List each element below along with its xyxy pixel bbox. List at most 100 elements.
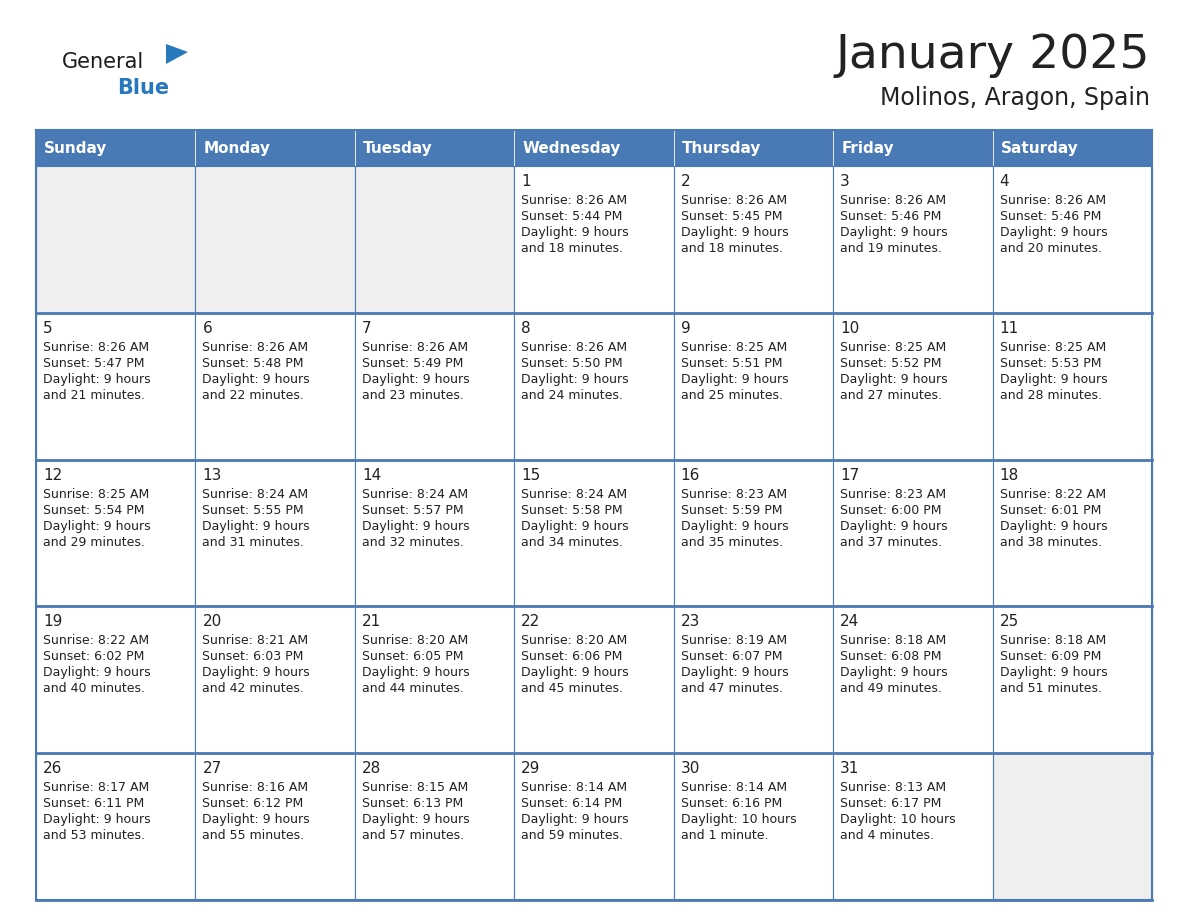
Bar xyxy=(36,460,196,607)
Text: 1: 1 xyxy=(522,174,531,189)
Text: 22: 22 xyxy=(522,614,541,630)
Text: Daylight: 9 hours: Daylight: 9 hours xyxy=(362,520,469,532)
Text: Daylight: 9 hours: Daylight: 9 hours xyxy=(202,373,310,386)
Text: and 18 minutes.: and 18 minutes. xyxy=(681,242,783,255)
Text: Daylight: 9 hours: Daylight: 9 hours xyxy=(43,813,151,826)
Text: Sunset: 6:05 PM: Sunset: 6:05 PM xyxy=(362,650,463,664)
Text: 14: 14 xyxy=(362,467,381,483)
Text: Sunrise: 8:24 AM: Sunrise: 8:24 AM xyxy=(362,487,468,500)
Text: Sunrise: 8:23 AM: Sunrise: 8:23 AM xyxy=(840,487,947,500)
Text: Sunset: 5:59 PM: Sunset: 5:59 PM xyxy=(681,504,782,517)
Text: Sunrise: 8:13 AM: Sunrise: 8:13 AM xyxy=(840,781,947,794)
Text: Daylight: 10 hours: Daylight: 10 hours xyxy=(840,813,956,826)
Text: and 31 minutes.: and 31 minutes. xyxy=(202,535,304,549)
Text: Sunrise: 8:19 AM: Sunrise: 8:19 AM xyxy=(681,634,786,647)
Text: and 18 minutes.: and 18 minutes. xyxy=(522,242,624,255)
Text: and 23 minutes.: and 23 minutes. xyxy=(362,389,463,402)
Bar xyxy=(992,166,1152,313)
Text: Sunset: 6:14 PM: Sunset: 6:14 PM xyxy=(522,797,623,811)
Text: Daylight: 9 hours: Daylight: 9 hours xyxy=(681,373,789,386)
Text: Sunrise: 8:26 AM: Sunrise: 8:26 AM xyxy=(43,341,150,353)
Bar xyxy=(833,313,992,460)
Bar xyxy=(196,607,355,753)
Bar xyxy=(355,753,514,900)
Text: 10: 10 xyxy=(840,320,859,336)
Text: and 40 minutes.: and 40 minutes. xyxy=(43,682,145,696)
Text: Daylight: 9 hours: Daylight: 9 hours xyxy=(202,813,310,826)
Text: Sunset: 5:55 PM: Sunset: 5:55 PM xyxy=(202,504,304,517)
Bar xyxy=(674,607,833,753)
Bar xyxy=(674,313,833,460)
Text: Sunset: 6:12 PM: Sunset: 6:12 PM xyxy=(202,797,304,811)
Text: Daylight: 9 hours: Daylight: 9 hours xyxy=(522,226,628,239)
Text: Sunrise: 8:20 AM: Sunrise: 8:20 AM xyxy=(522,634,627,647)
Text: Daylight: 9 hours: Daylight: 9 hours xyxy=(202,520,310,532)
Text: Sunrise: 8:18 AM: Sunrise: 8:18 AM xyxy=(999,634,1106,647)
Text: Sunrise: 8:26 AM: Sunrise: 8:26 AM xyxy=(840,194,947,207)
Text: Daylight: 9 hours: Daylight: 9 hours xyxy=(681,666,789,679)
Text: Sunrise: 8:25 AM: Sunrise: 8:25 AM xyxy=(43,487,150,500)
Text: and 28 minutes.: and 28 minutes. xyxy=(999,389,1101,402)
Bar xyxy=(196,313,355,460)
Text: Daylight: 9 hours: Daylight: 9 hours xyxy=(43,373,151,386)
Text: and 20 minutes.: and 20 minutes. xyxy=(999,242,1101,255)
Text: 12: 12 xyxy=(43,467,62,483)
Text: Blue: Blue xyxy=(116,78,169,98)
Text: Daylight: 9 hours: Daylight: 9 hours xyxy=(43,666,151,679)
Text: Daylight: 9 hours: Daylight: 9 hours xyxy=(522,373,628,386)
Text: and 44 minutes.: and 44 minutes. xyxy=(362,682,463,696)
Text: Daylight: 9 hours: Daylight: 9 hours xyxy=(43,520,151,532)
Text: and 49 minutes.: and 49 minutes. xyxy=(840,682,942,696)
Text: 29: 29 xyxy=(522,761,541,777)
Text: 3: 3 xyxy=(840,174,849,189)
Text: Sunrise: 8:26 AM: Sunrise: 8:26 AM xyxy=(362,341,468,353)
Text: Daylight: 9 hours: Daylight: 9 hours xyxy=(999,226,1107,239)
Text: Sunrise: 8:22 AM: Sunrise: 8:22 AM xyxy=(999,487,1106,500)
Text: Daylight: 9 hours: Daylight: 9 hours xyxy=(522,666,628,679)
Text: 20: 20 xyxy=(202,614,222,630)
Text: Sunset: 6:08 PM: Sunset: 6:08 PM xyxy=(840,650,942,664)
Bar xyxy=(514,607,674,753)
Text: Sunset: 5:48 PM: Sunset: 5:48 PM xyxy=(202,357,304,370)
Text: Sunset: 5:45 PM: Sunset: 5:45 PM xyxy=(681,210,782,223)
Text: Daylight: 9 hours: Daylight: 9 hours xyxy=(522,813,628,826)
Text: 31: 31 xyxy=(840,761,859,777)
Text: Sunrise: 8:26 AM: Sunrise: 8:26 AM xyxy=(522,194,627,207)
Text: Sunset: 6:06 PM: Sunset: 6:06 PM xyxy=(522,650,623,664)
Bar xyxy=(196,166,355,313)
Text: and 38 minutes.: and 38 minutes. xyxy=(999,535,1101,549)
Bar xyxy=(833,607,992,753)
Text: and 57 minutes.: and 57 minutes. xyxy=(362,829,465,842)
Text: Sunrise: 8:24 AM: Sunrise: 8:24 AM xyxy=(202,487,309,500)
Text: January 2025: January 2025 xyxy=(835,32,1150,77)
Text: Sunrise: 8:23 AM: Sunrise: 8:23 AM xyxy=(681,487,786,500)
Bar xyxy=(674,130,833,166)
Text: 24: 24 xyxy=(840,614,859,630)
Bar xyxy=(514,460,674,607)
Text: Daylight: 9 hours: Daylight: 9 hours xyxy=(362,666,469,679)
Text: Thursday: Thursday xyxy=(682,140,762,155)
Text: Daylight: 9 hours: Daylight: 9 hours xyxy=(999,373,1107,386)
Text: 8: 8 xyxy=(522,320,531,336)
Text: Sunrise: 8:26 AM: Sunrise: 8:26 AM xyxy=(522,341,627,353)
Text: Sunrise: 8:22 AM: Sunrise: 8:22 AM xyxy=(43,634,150,647)
Text: Daylight: 9 hours: Daylight: 9 hours xyxy=(999,520,1107,532)
Text: 21: 21 xyxy=(362,614,381,630)
Text: and 55 minutes.: and 55 minutes. xyxy=(202,829,304,842)
Text: 16: 16 xyxy=(681,467,700,483)
Bar xyxy=(355,313,514,460)
Text: 30: 30 xyxy=(681,761,700,777)
Bar xyxy=(514,166,674,313)
Text: 26: 26 xyxy=(43,761,63,777)
Text: Sunset: 5:46 PM: Sunset: 5:46 PM xyxy=(999,210,1101,223)
Text: Molinos, Aragon, Spain: Molinos, Aragon, Spain xyxy=(880,86,1150,110)
Text: and 22 minutes.: and 22 minutes. xyxy=(202,389,304,402)
Bar xyxy=(355,460,514,607)
Text: Daylight: 9 hours: Daylight: 9 hours xyxy=(840,373,948,386)
Bar xyxy=(355,130,514,166)
Text: Sunrise: 8:26 AM: Sunrise: 8:26 AM xyxy=(202,341,309,353)
Text: 23: 23 xyxy=(681,614,700,630)
Text: Daylight: 9 hours: Daylight: 9 hours xyxy=(681,520,789,532)
Bar xyxy=(196,460,355,607)
Text: Sunset: 6:11 PM: Sunset: 6:11 PM xyxy=(43,797,144,811)
